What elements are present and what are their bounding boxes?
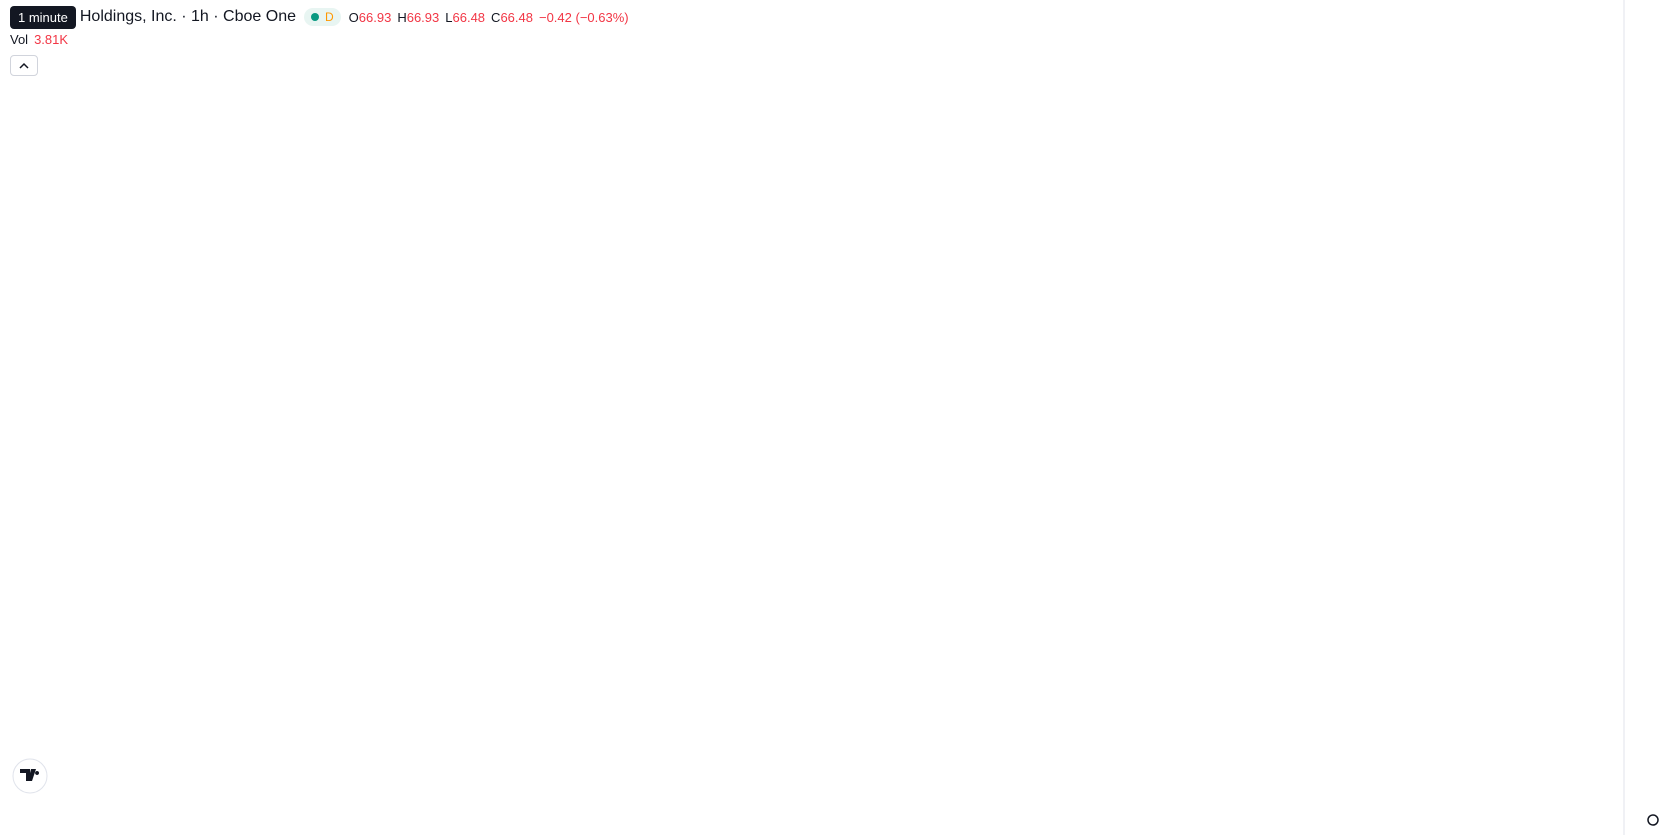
volume-value: 3.81K bbox=[34, 32, 69, 47]
close-label: C bbox=[491, 9, 501, 25]
legend-header: 1 minute Holdings, Inc. · 1h · Cboe One … bbox=[0, 4, 629, 30]
change: −0.42 (−0.63%) bbox=[538, 9, 629, 25]
low-label: L bbox=[445, 9, 453, 25]
chevron bbox=[19, 62, 29, 69]
logo-mark bbox=[20, 769, 40, 781]
settings-icon[interactable] bbox=[1647, 814, 1659, 826]
symbol-title[interactable]: Holdings, Inc. · 1h · Cboe One bbox=[79, 8, 296, 25]
volume-legend: Vol 3.81K bbox=[10, 32, 68, 47]
delay-flag: D bbox=[324, 10, 334, 24]
tooltip: 1 minute bbox=[10, 5, 76, 29]
high-value: 66.93 bbox=[406, 9, 440, 25]
open-label: O bbox=[348, 9, 359, 25]
low: L66.48 bbox=[445, 10, 485, 25]
collapse-button[interactable] bbox=[10, 55, 38, 76]
high: H66.93 bbox=[397, 10, 439, 25]
close: C66.48 bbox=[491, 10, 533, 25]
high-label: H bbox=[397, 9, 407, 25]
volume-label: Vol bbox=[10, 32, 29, 47]
market-dot bbox=[310, 13, 319, 21]
low-value: 66.48 bbox=[452, 9, 486, 25]
status-pill[interactable]: D bbox=[303, 8, 341, 26]
close-value: 66.48 bbox=[500, 9, 533, 25]
open: O66.93 bbox=[349, 10, 392, 25]
open-value: 66.93 bbox=[358, 9, 392, 25]
